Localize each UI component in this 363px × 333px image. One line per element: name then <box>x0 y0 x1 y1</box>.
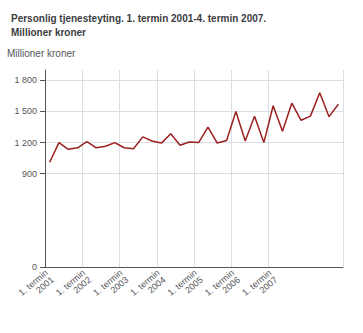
svg-text:1. termin: 1. termin <box>240 267 274 298</box>
svg-text:1 200: 1 200 <box>14 138 37 148</box>
svg-text:1. termin: 1. termin <box>16 267 50 298</box>
svg-text:2004: 2004 <box>146 275 168 296</box>
svg-text:1. termin: 1. termin <box>203 267 237 298</box>
svg-text:2005: 2005 <box>183 275 205 296</box>
svg-text:0: 0 <box>32 262 37 272</box>
svg-text:2006: 2006 <box>220 275 242 296</box>
svg-text:2007: 2007 <box>257 275 279 296</box>
svg-text:1 500: 1 500 <box>14 106 37 116</box>
svg-text:2002: 2002 <box>71 275 93 296</box>
svg-text:900: 900 <box>22 169 37 179</box>
svg-text:Personlig tjenesteyting. 1. te: Personlig tjenesteyting. 1. termin 2001-… <box>11 13 266 24</box>
svg-text:Millioner kroner: Millioner kroner <box>7 48 76 59</box>
svg-text:1 800: 1 800 <box>14 75 37 85</box>
svg-text:2003: 2003 <box>108 275 130 296</box>
svg-text:1. termin: 1. termin <box>165 267 199 298</box>
svg-text:Millioner kroner: Millioner kroner <box>11 27 86 38</box>
svg-text:1. termin: 1. termin <box>128 267 162 298</box>
svg-text:1. termin: 1. termin <box>91 267 125 298</box>
svg-text:1. termin: 1. termin <box>54 267 88 298</box>
svg-text:2001: 2001 <box>34 275 56 296</box>
